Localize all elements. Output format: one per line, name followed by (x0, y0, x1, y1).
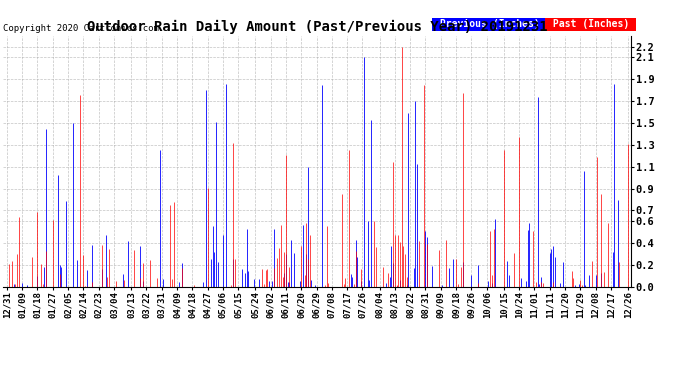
Text: Previous (Inches): Previous (Inches) (433, 19, 545, 29)
Text: Past (Inches): Past (Inches) (546, 20, 635, 29)
Text: Copyright 2020 Cartronics.com: Copyright 2020 Cartronics.com (3, 24, 159, 33)
Title: Outdoor Rain Daily Amount (Past/Previous Year) 20191231: Outdoor Rain Daily Amount (Past/Previous… (87, 20, 548, 34)
